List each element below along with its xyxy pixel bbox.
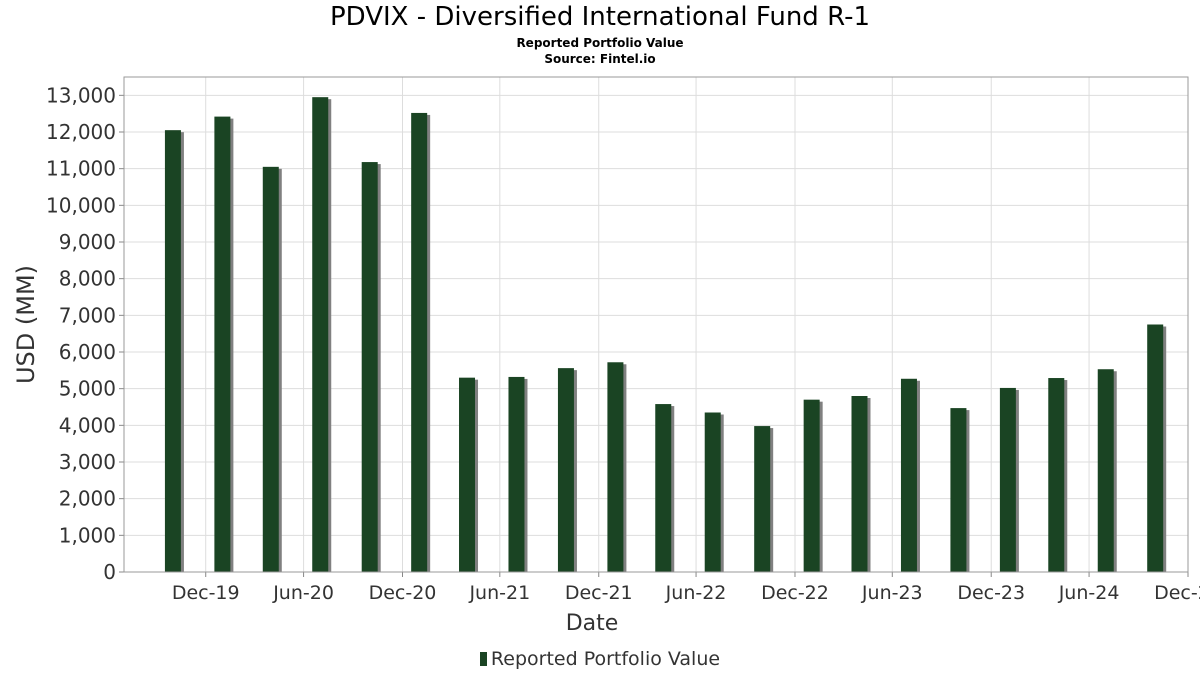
y-tick-label: 0 <box>103 560 116 584</box>
bar <box>754 426 771 572</box>
chart-subtitle: Reported Portfolio Value <box>516 36 684 50</box>
y-tick-label: 1,000 <box>59 523 116 547</box>
bar <box>704 412 721 572</box>
bar <box>803 399 820 572</box>
x-tick-label: Jun-20 <box>272 582 334 604</box>
x-tick-label: Dec-21 <box>565 582 633 604</box>
bar <box>262 166 279 573</box>
x-tick-label: Jun-23 <box>861 582 923 604</box>
y-tick-label: 5,000 <box>59 377 116 401</box>
x-tick-label: Jun-24 <box>1058 582 1120 604</box>
y-tick-label: 4,000 <box>59 413 116 437</box>
bar <box>312 97 329 573</box>
bar <box>607 362 624 572</box>
legend: Reported Portfolio Value <box>0 648 1200 670</box>
legend-label: Reported Portfolio Value <box>490 648 721 670</box>
bar <box>459 377 476 572</box>
y-tick-label: 9,000 <box>59 230 116 254</box>
legend-swatch <box>479 652 487 666</box>
bar <box>950 408 967 572</box>
x-tick-label: Dec-22 <box>761 582 829 604</box>
bar <box>557 368 574 572</box>
bar <box>411 112 428 572</box>
y-tick-label: 11,000 <box>46 157 116 181</box>
chart-source: Source: Fintel.io <box>544 52 656 66</box>
x-tick-label: Dec-24 <box>1154 582 1200 604</box>
bar <box>1097 369 1114 572</box>
x-tick-label: Dec-19 <box>172 582 240 604</box>
bar <box>655 404 672 572</box>
y-axis-label: USD (MM) <box>12 265 40 384</box>
x-axis-label: Date <box>566 611 619 636</box>
bar <box>999 387 1016 572</box>
bar <box>1048 378 1065 572</box>
x-tick-label: Jun-22 <box>665 582 727 604</box>
bar <box>214 116 231 572</box>
bar <box>361 162 378 573</box>
y-tick-label: 6,000 <box>59 340 116 364</box>
y-tick-label: 12,000 <box>46 120 116 144</box>
x-tick-label: Dec-20 <box>369 582 437 604</box>
y-tick-label: 10,000 <box>46 193 116 217</box>
y-tick-label: 2,000 <box>59 487 116 511</box>
bar <box>164 130 181 572</box>
y-tick-label: 3,000 <box>59 450 116 474</box>
y-tick-label: 7,000 <box>59 303 116 327</box>
y-tick-label: 8,000 <box>59 267 116 291</box>
y-tick-label: 13,000 <box>46 83 116 107</box>
chart-title: PDVIX - Diversified International Fund R… <box>329 2 871 32</box>
bar <box>508 376 525 572</box>
x-tick-label: Jun-21 <box>468 582 530 604</box>
bar <box>851 396 868 572</box>
x-tick-label: Dec-23 <box>957 582 1025 604</box>
bar <box>1147 324 1164 572</box>
bar <box>900 378 917 572</box>
